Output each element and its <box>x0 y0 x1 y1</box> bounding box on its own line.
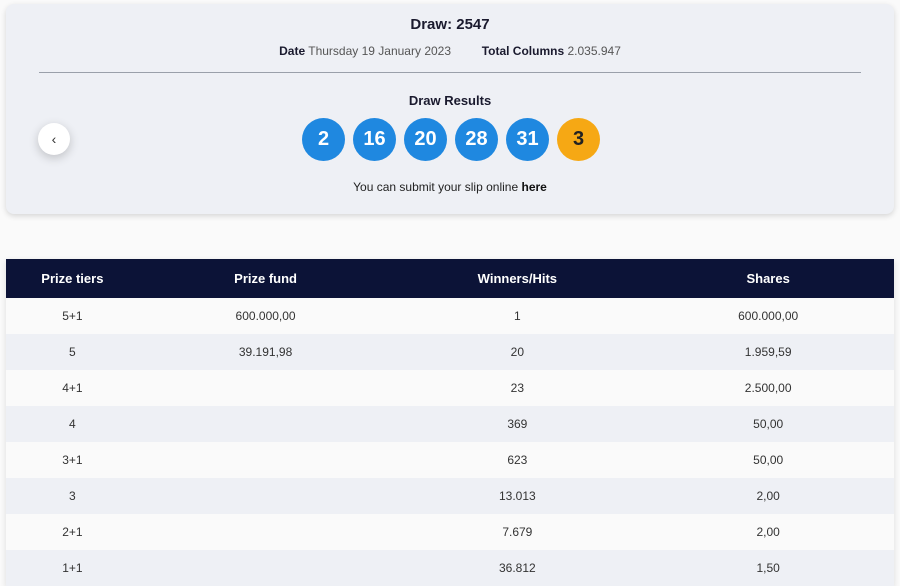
chevron-left-icon: ‹ <box>51 131 57 147</box>
date-label: Date <box>279 44 306 58</box>
bonus-ball: 3 <box>557 118 600 161</box>
cell-winners: 13.013 <box>499 489 536 503</box>
cell-winners: 1 <box>514 309 521 323</box>
cell-fund <box>139 370 393 406</box>
cell-shares: 1,50 <box>756 561 780 575</box>
table-row: 5+1 600.000,00 1 600.000,00 <box>6 298 894 334</box>
cell-fund <box>139 478 393 514</box>
cell-fund <box>139 406 393 442</box>
submit-slip-text: You can submit your slip online <box>353 180 519 194</box>
cell-winners: 23 <box>510 381 525 395</box>
total-columns-label: Total Columns <box>481 44 565 58</box>
cell-winners: 369 <box>507 417 528 431</box>
total-columns-value: 2.035.947 <box>567 44 621 58</box>
number-ball: 28 <box>455 118 498 161</box>
date-value: Thursday 19 January 2023 <box>308 44 452 58</box>
cell-fund <box>139 514 393 550</box>
header-prize-tiers: Prize tiers <box>41 271 104 286</box>
draw-numbers: 2 16 20 28 31 3 <box>302 118 600 161</box>
cell-tier: 3 <box>69 489 76 503</box>
table-header-row: Prize tiers Prize fund Winners/Hits Shar… <box>6 259 894 298</box>
cell-tier: 5 <box>69 345 76 359</box>
table-row: 1+1 36.812 1,50 <box>6 550 894 586</box>
cell-winners: 20 <box>510 345 525 359</box>
cell-fund: 600.000,00 <box>235 309 296 323</box>
number-ball: 31 <box>506 118 549 161</box>
header-prize-fund: Prize fund <box>234 271 297 286</box>
cell-winners: 7.679 <box>502 525 533 539</box>
submit-slip-line: You can submit your slip online here <box>6 180 894 194</box>
cell-tier: 1+1 <box>62 561 83 575</box>
cell-shares: 50,00 <box>753 417 784 431</box>
cell-tier: 3+1 <box>62 453 83 467</box>
cell-fund <box>139 550 393 586</box>
number-ball: 16 <box>353 118 396 161</box>
table-row: 3+1 623 50,00 <box>6 442 894 478</box>
cell-tier: 2+1 <box>62 525 83 539</box>
cell-tier: 4 <box>69 417 76 431</box>
cell-shares: 2.500,00 <box>744 381 792 395</box>
prize-table: Prize tiers Prize fund Winners/Hits Shar… <box>6 259 894 586</box>
header-shares: Shares <box>746 271 790 286</box>
table-row: 2+1 7.679 2,00 <box>6 514 894 550</box>
cell-tier: 4+1 <box>62 381 83 395</box>
cell-winners: 36.812 <box>499 561 536 575</box>
cell-fund: 39.191,98 <box>238 345 293 359</box>
table-row: 3 13.013 2,00 <box>6 478 894 514</box>
draw-meta: Date Thursday 19 January 2023 Total Colu… <box>6 44 894 58</box>
divider <box>39 72 861 73</box>
number-ball: 20 <box>404 118 447 161</box>
cell-shares: 1.959,59 <box>744 345 792 359</box>
cell-shares: 600.000,00 <box>738 309 799 323</box>
cell-shares: 50,00 <box>753 453 784 467</box>
cell-fund <box>139 442 393 478</box>
draw-results-title: Draw Results <box>408 93 492 108</box>
table-row: 5 39.191,98 20 1.959,59 <box>6 334 894 370</box>
table-row: 4+1 23 2.500,00 <box>6 370 894 406</box>
number-ball: 2 <box>302 118 345 161</box>
table-row: 4 369 50,00 <box>6 406 894 442</box>
draw-card: Draw: 2547 Date Thursday 19 January 2023… <box>6 4 894 214</box>
cell-winners: 623 <box>507 453 528 467</box>
cell-shares: 2,00 <box>756 525 780 539</box>
previous-draw-button[interactable]: ‹ <box>38 123 70 155</box>
submit-slip-link[interactable]: here <box>521 180 547 194</box>
header-winners-hits: Winners/Hits <box>477 271 558 286</box>
cell-shares: 2,00 <box>756 489 780 503</box>
cell-tier: 5+1 <box>62 309 83 323</box>
draw-title: Draw: 2547 <box>410 16 490 33</box>
